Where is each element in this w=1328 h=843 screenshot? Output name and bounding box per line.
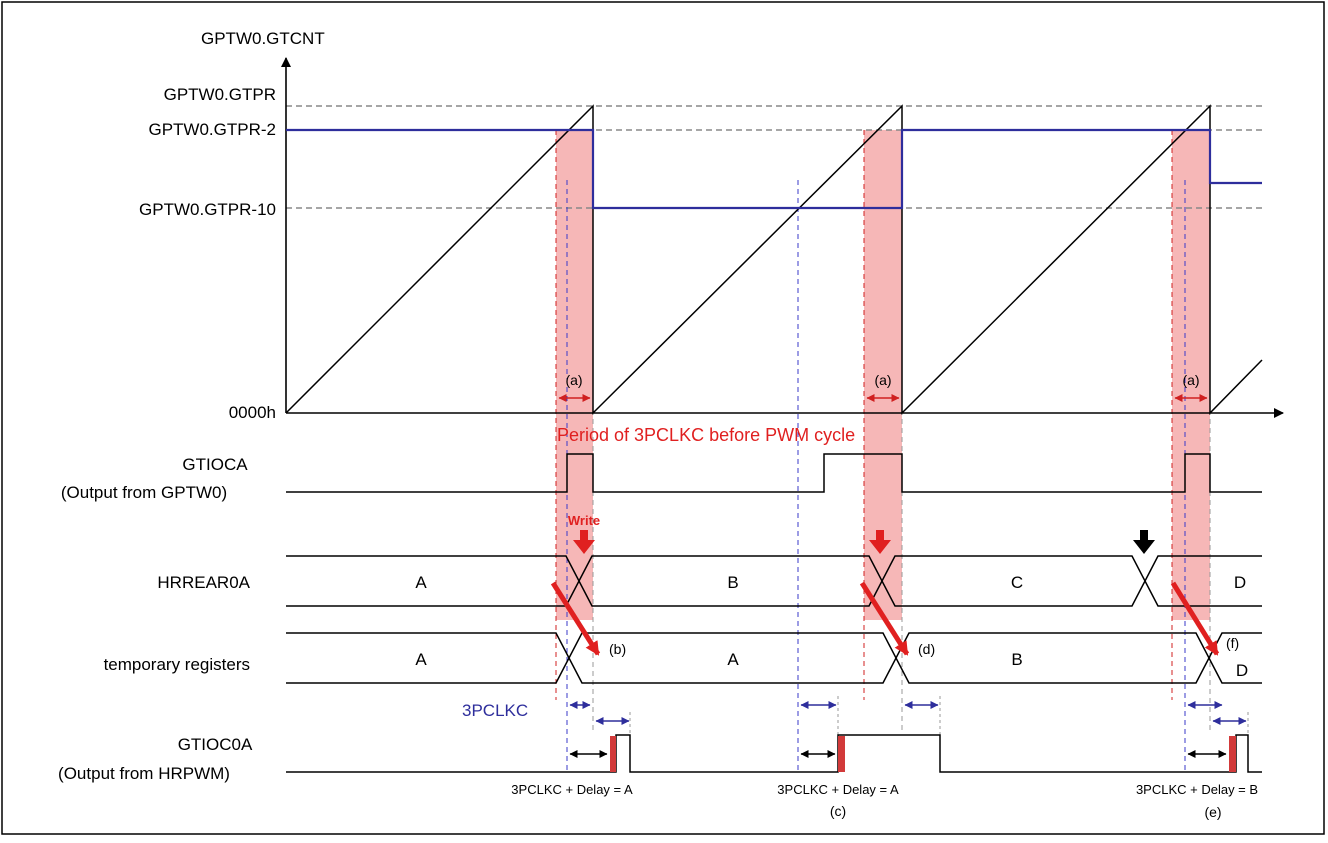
gtpr-2-label: GPTW0.GTPR-2	[148, 120, 276, 139]
hrrear-value-1: A	[415, 573, 427, 592]
delay-caption-1: 3PCLKC + Delay = A	[511, 782, 633, 797]
interval-marker-1: (a)	[565, 372, 582, 388]
level-guides	[286, 105, 1262, 209]
interval-marker-2: (a)	[874, 372, 891, 388]
delay-fills	[610, 736, 1236, 772]
point-f-label: (f)	[1226, 635, 1239, 651]
pclk-ticks	[629, 696, 1249, 740]
gtioca-sublabel: (Output from GPTW0)	[61, 483, 227, 502]
hrrear-value-2: B	[727, 573, 738, 592]
gtioc0a-waveform	[286, 734, 1262, 773]
temp-value-4: D	[1236, 661, 1248, 680]
hrrear-bus	[286, 555, 1262, 607]
gtpr-10-label: GPTW0.GTPR-10	[139, 200, 276, 219]
interval-marker-3: (a)	[1182, 372, 1199, 388]
temp-label: temporary registers	[104, 655, 250, 674]
write-arrow-3	[1133, 530, 1155, 554]
pclk-arrows	[569, 701, 1247, 725]
temp-value-1: A	[415, 650, 427, 669]
temp-value-2: A	[727, 650, 739, 669]
compare-level-line	[286, 128, 1262, 210]
zero-label: 0000h	[229, 403, 276, 422]
delay-caption-3: 3PCLKC + Delay = B	[1136, 782, 1258, 797]
write-arrow-2	[869, 530, 891, 554]
write-label: Write	[568, 513, 600, 528]
point-d-label: (d)	[918, 641, 935, 657]
period-note: Period of 3PCLKC before PWM cycle	[557, 425, 855, 445]
transfer-arrows	[550, 581, 1220, 656]
point-c-label: (c)	[830, 803, 846, 819]
red-dashed-markers	[555, 130, 1173, 700]
highlight-region-3	[1172, 130, 1210, 620]
gtioca-waveform	[286, 453, 1262, 493]
hrrear-value-4: D	[1234, 573, 1246, 592]
counter-axes	[281, 57, 1284, 418]
interval-markers: (a) (a) (a)	[558, 372, 1208, 402]
temp-bus	[286, 632, 1262, 684]
gtioc0a-label: GTIOC0A	[178, 735, 253, 754]
gtioca-label: GTIOCA	[182, 455, 248, 474]
write-arrow-1	[573, 530, 595, 554]
counter-sawtooth	[285, 104, 1263, 415]
point-b-label: (b)	[609, 641, 626, 657]
y-axis-title: GPTW0.GTCNT	[201, 29, 325, 48]
point-e-label: (e)	[1204, 804, 1221, 820]
temp-value-3: B	[1011, 650, 1022, 669]
pclk-label: 3PCLKC	[462, 701, 528, 720]
gtpr-label: GPTW0.GTPR	[164, 85, 276, 104]
gtioc0a-sublabel: (Output from HRPWM)	[58, 764, 230, 783]
hrrear-value-3: C	[1011, 573, 1023, 592]
hrrear-label: HRREAR0A	[157, 573, 250, 592]
delay-caption-2: 3PCLKC + Delay = A	[777, 782, 899, 797]
